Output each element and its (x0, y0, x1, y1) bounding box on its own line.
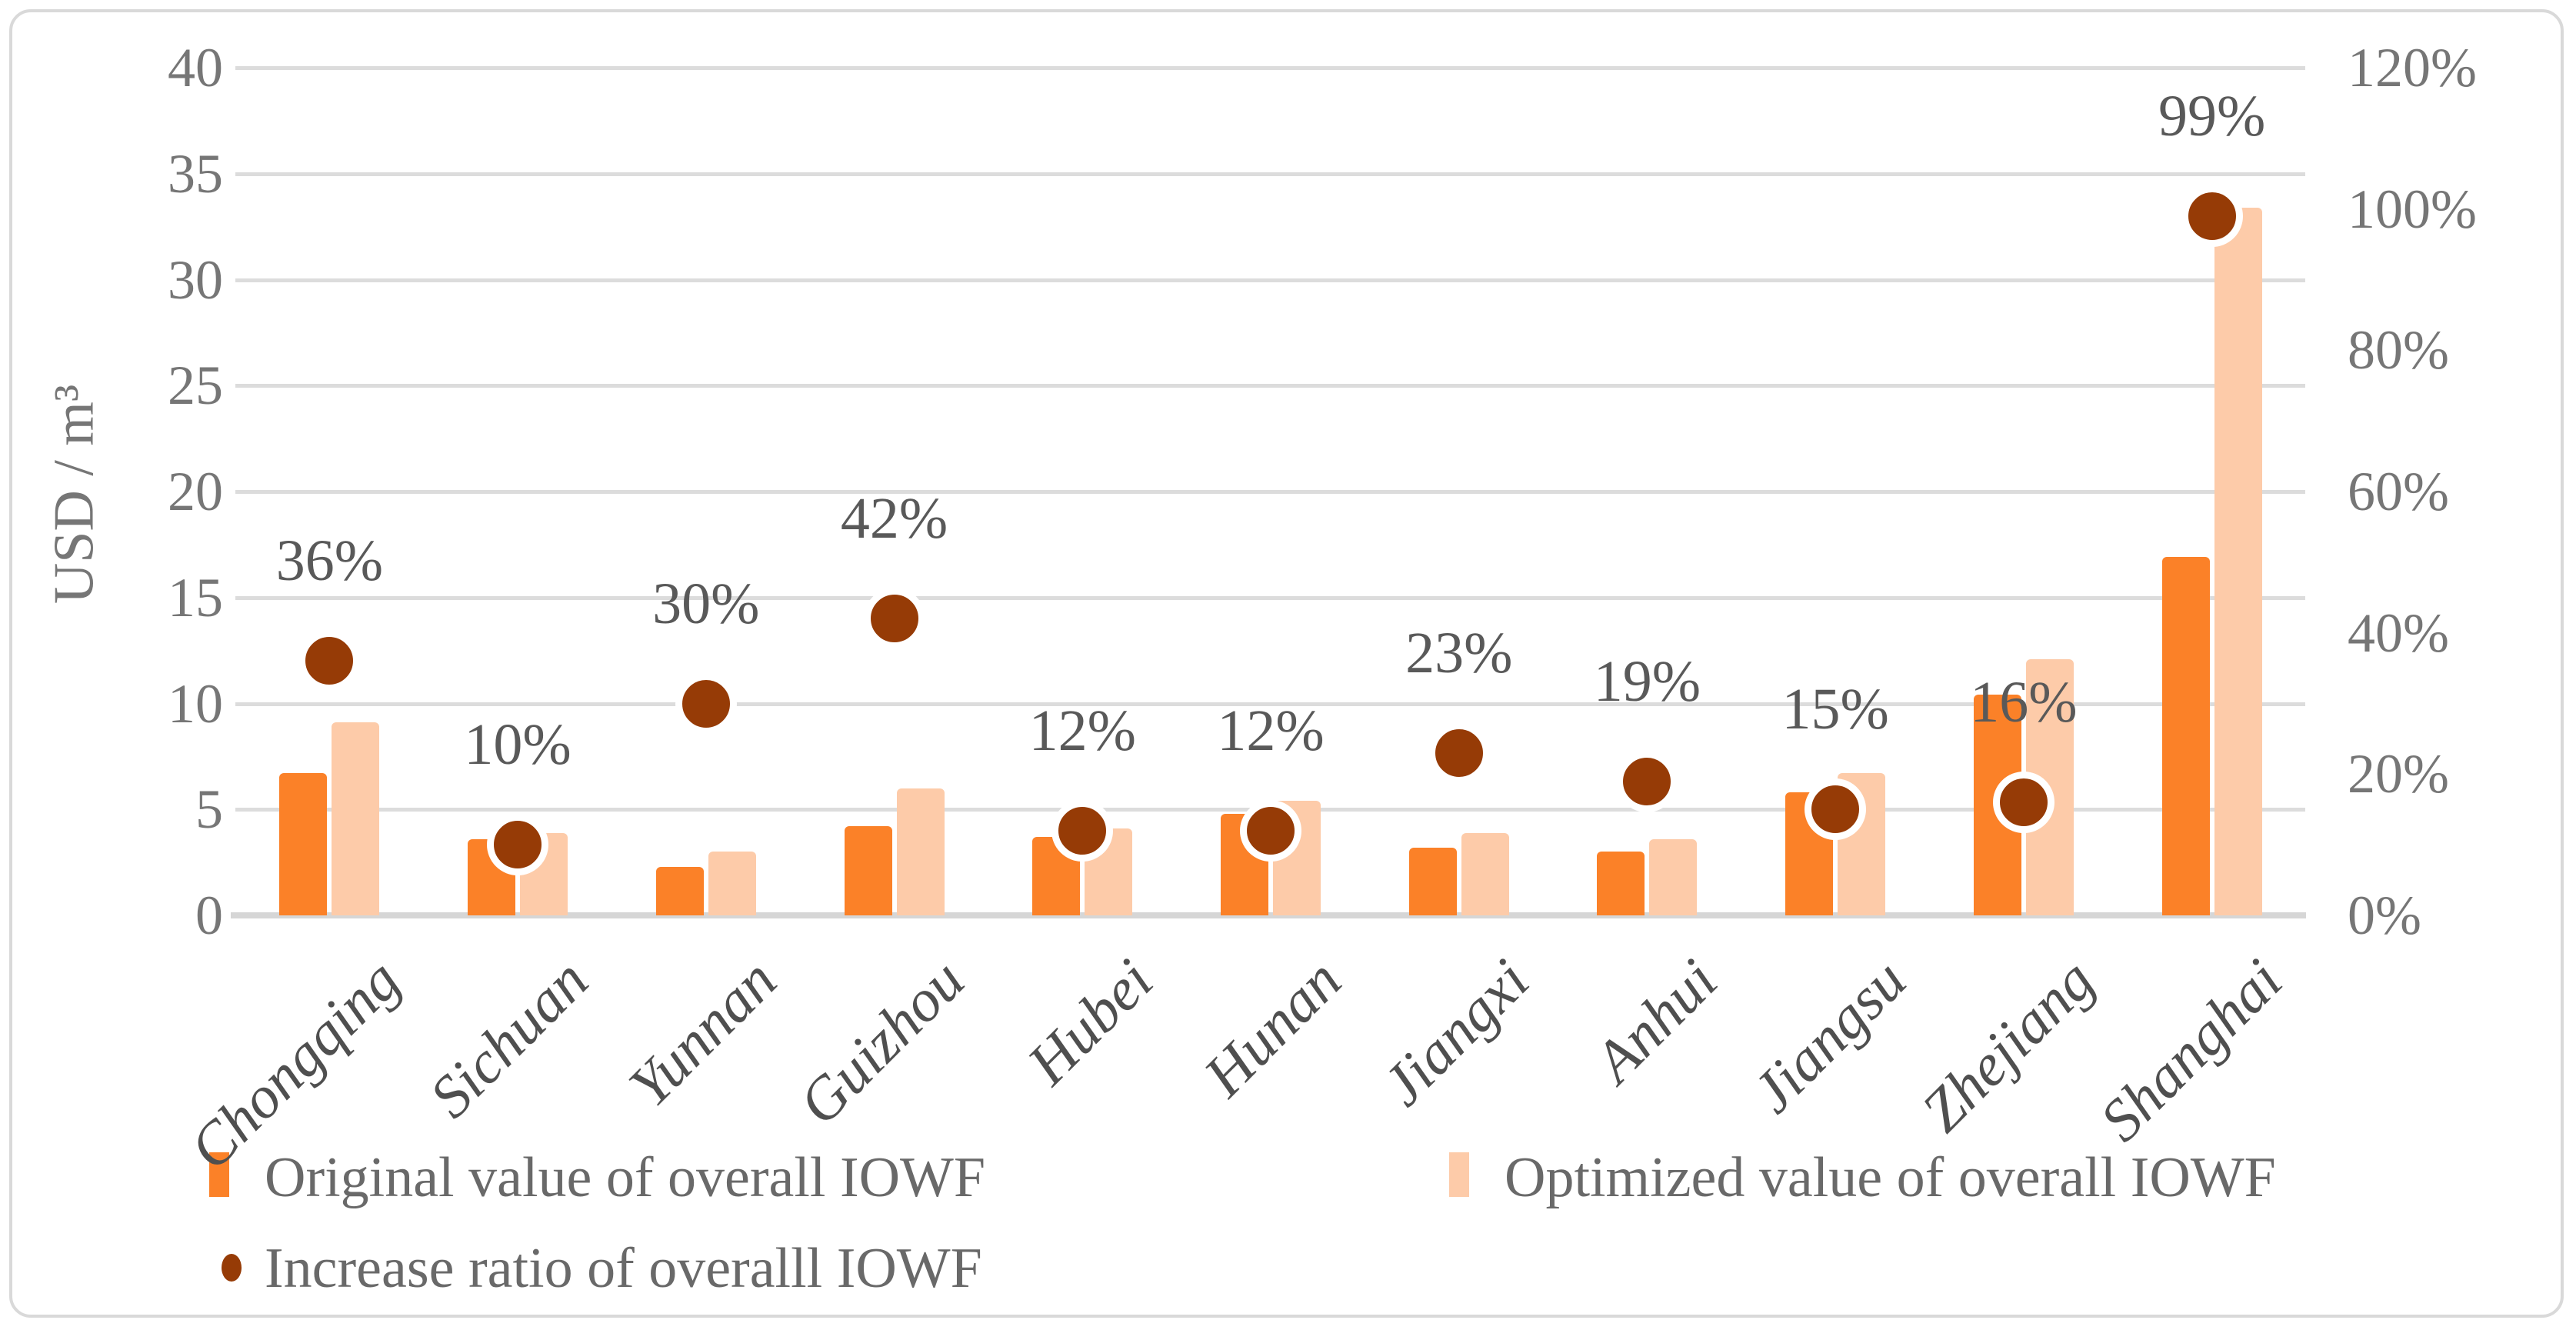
legend-swatch-original (209, 1152, 229, 1197)
bar-optimized-Shanghai (2214, 207, 2262, 915)
gridline-15 (235, 595, 2305, 600)
ratio-dot-Jiangxi (1428, 722, 1490, 784)
left-axis-tick-15: 15 (168, 566, 223, 628)
ratio-label-Chongqing: 36% (275, 528, 384, 594)
ratio-dot-Guizhou (863, 588, 925, 650)
right-axis-tick-120%: 120% (2348, 37, 2477, 98)
ratio-label-Sichuan: 10% (464, 712, 572, 778)
ratio-label-Jiangsu: 15% (1781, 677, 1889, 742)
left-axis-tick-20: 20 (168, 461, 223, 522)
legend-label-optimized: Optimized value of overall IOWF (1505, 1146, 2276, 1209)
y-axis-title: USD / m³ (42, 384, 106, 605)
right-axis-tick-40%: 40% (2348, 602, 2449, 664)
ratio-dot-Yunnan (675, 672, 737, 735)
left-axis-tick-35: 35 (168, 142, 223, 205)
legend-swatch-optimized (1449, 1152, 1469, 1197)
ratio-label-Hunan: 12% (1217, 698, 1325, 763)
left-axis-tick-30: 30 (168, 248, 223, 311)
bar-optimized-Guizhou (896, 788, 945, 915)
right-axis-tick-80%: 80% (2348, 319, 2449, 382)
ratio-dot-Hunan (1240, 799, 1301, 862)
right-axis-tick-60%: 60% (2348, 461, 2449, 522)
bar-optimized-Jiangxi (1461, 832, 1509, 915)
right-axis-tick-0%: 0% (2348, 885, 2421, 946)
ratio-label-Guizhou: 42% (840, 486, 948, 552)
gridline-35 (235, 172, 2305, 176)
ratio-dot-Chongqing (298, 630, 361, 692)
ratio-label-Zhejiang: 16% (1970, 670, 2078, 735)
ratio-label-Anhui: 19% (1593, 648, 1701, 714)
bar-original-Guizhou (844, 826, 892, 915)
legend-dot-ratio-icon (222, 1254, 242, 1282)
ratio-dot-Sichuan (487, 814, 549, 876)
bar-optimized-Anhui (1649, 838, 1698, 915)
ratio-label-Shanghai: 99% (2158, 83, 2266, 148)
left-axis-tick-10: 10 (168, 672, 223, 735)
bar-original-Chongqing (279, 773, 328, 915)
ratio-dot-Zhejiang (1992, 772, 2054, 834)
ratio-dot-Jiangsu (1805, 778, 1867, 841)
ratio-dot-Hubei (1051, 799, 1114, 862)
bar-optimized-Chongqing (332, 722, 380, 915)
left-axis-tick-25: 25 (168, 355, 223, 417)
ratio-label-Hubei: 12% (1028, 698, 1136, 763)
gridline-40 (235, 66, 2305, 70)
ratio-dot-Anhui (1616, 750, 1678, 812)
gridline-20 (235, 490, 2305, 494)
ratio-label-Yunnan: 30% (652, 571, 760, 636)
bar-original-Yunnan (655, 866, 704, 915)
left-axis-tick-5: 5 (195, 778, 223, 841)
bar-original-Shanghai (2161, 557, 2210, 915)
legend-label-ratio: Increase ratio of overalll IOWF (265, 1237, 982, 1300)
x-axis-line (231, 912, 2306, 918)
left-axis-tick-0: 0 (195, 885, 223, 946)
right-axis-tick-20%: 20% (2348, 743, 2449, 805)
gridline-10 (235, 702, 2305, 706)
right-axis-tick-100%: 100% (2348, 178, 2477, 240)
bar-optimized-Yunnan (708, 852, 756, 915)
gridline-30 (235, 278, 2305, 282)
ratio-label-Jiangxi: 23% (1405, 620, 1513, 685)
legend-label-original: Original value of overall IOWF (265, 1146, 986, 1209)
left-axis-tick-40: 40 (168, 37, 223, 98)
ratio-dot-Shanghai (2181, 185, 2243, 247)
gridline-25 (235, 384, 2305, 388)
bar-original-Anhui (1597, 852, 1645, 915)
figure-border (9, 9, 2564, 1318)
bar-original-Jiangxi (1408, 847, 1457, 915)
